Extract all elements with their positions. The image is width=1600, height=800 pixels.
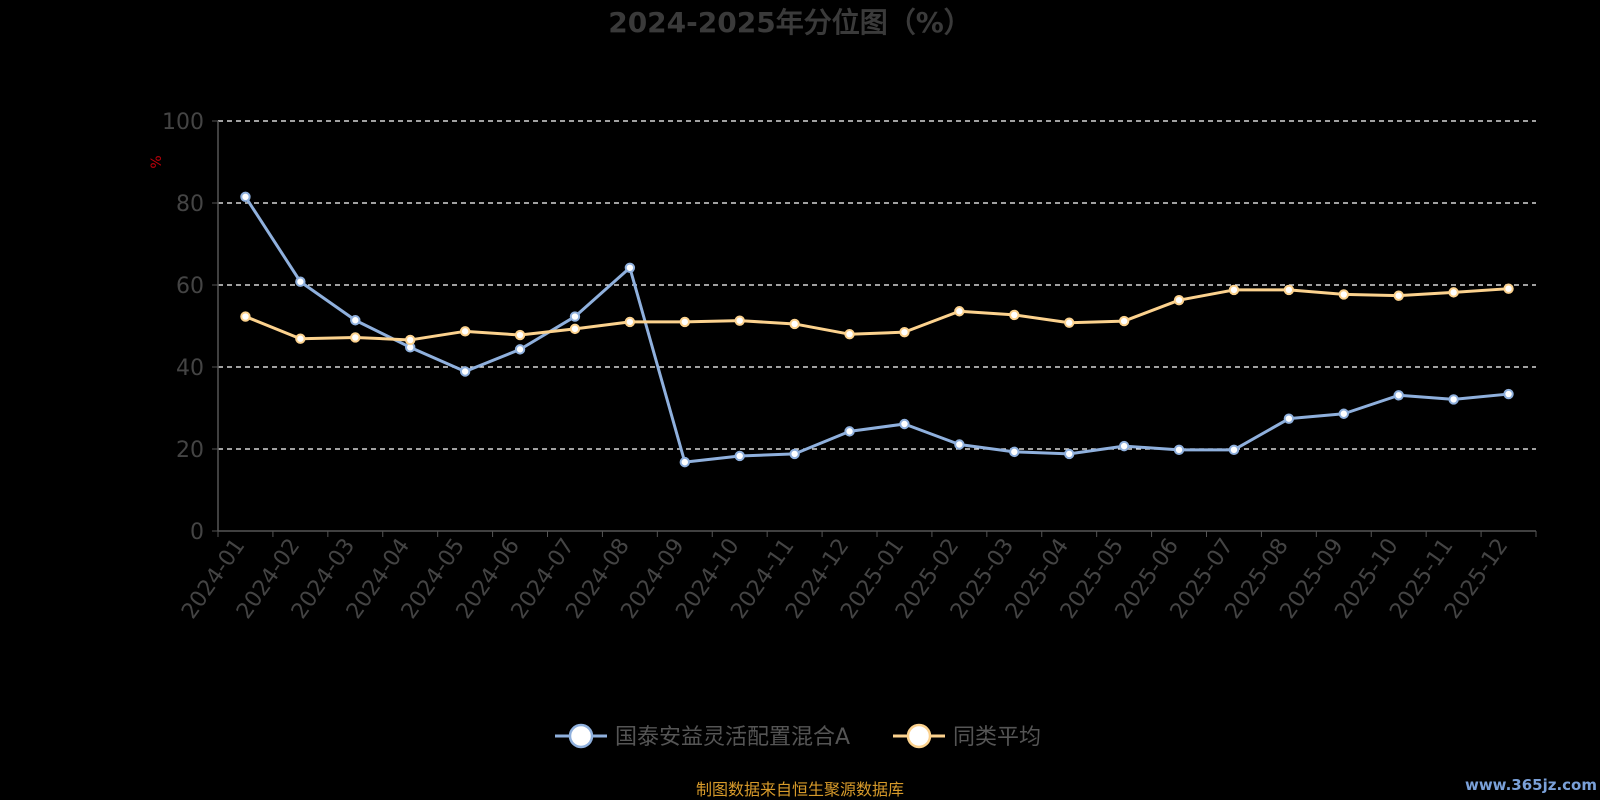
data-point[interactable]: [844, 329, 855, 340]
data-point[interactable]: [1009, 309, 1020, 321]
data-point[interactable]: [459, 326, 471, 337]
data-point[interactable]: [679, 316, 690, 328]
chart-title: 2024-2025年分位图（%）: [608, 6, 972, 39]
data-point[interactable]: [295, 333, 306, 344]
legend-item[interactable]: 国泰安益灵活配置混合A: [555, 723, 850, 750]
data-point[interactable]: [789, 448, 800, 460]
data-point[interactable]: [1393, 390, 1404, 401]
data-point[interactable]: [569, 323, 581, 335]
series-line: [244, 196, 1509, 464]
data-point[interactable]: [240, 311, 251, 322]
data-point[interactable]: [1064, 317, 1075, 328]
legend[interactable]: 国泰安益灵活配置混合A 同类平均: [555, 723, 1041, 750]
y-tick-label: 0: [190, 520, 204, 545]
data-point[interactable]: [1173, 294, 1185, 306]
legend-item[interactable]: 同类平均: [893, 723, 1041, 750]
data-point[interactable]: [1173, 444, 1185, 456]
y-tick-label: 60: [176, 274, 204, 299]
data-point[interactable]: [350, 332, 361, 343]
legend-label: 国泰安益灵活配置混合A: [615, 725, 850, 750]
source-note: 制图数据来自恒生聚源数据库: [696, 780, 904, 799]
data-point[interactable]: [734, 450, 745, 462]
axes: [212, 120, 1537, 537]
data-point[interactable]: [899, 418, 910, 430]
data-point[interactable]: [405, 334, 416, 346]
data-point[interactable]: [789, 318, 800, 330]
y-tick-label: 80: [176, 192, 204, 217]
legend-marker: [906, 723, 932, 749]
data-point[interactable]: [1503, 283, 1514, 294]
data-point[interactable]: [514, 344, 526, 355]
legend-label: 同类平均: [953, 725, 1041, 750]
data-point[interactable]: [1228, 444, 1240, 456]
data-point[interactable]: [295, 276, 306, 287]
data-point[interactable]: [844, 426, 855, 437]
y-tick-label: 40: [176, 356, 204, 381]
data-point[interactable]: [240, 191, 251, 203]
data-point[interactable]: [1283, 284, 1295, 296]
data-point[interactable]: [1338, 408, 1349, 419]
series-line: [244, 287, 1509, 342]
data-point[interactable]: [954, 306, 965, 317]
data-point[interactable]: [1448, 287, 1459, 298]
data-point[interactable]: [1064, 448, 1075, 460]
grid-lines: [218, 120, 1536, 450]
data-point[interactable]: [679, 456, 690, 468]
data-point[interactable]: [1393, 290, 1404, 301]
data-point[interactable]: [1448, 394, 1459, 405]
data-point[interactable]: [1338, 289, 1349, 300]
legend-marker: [568, 723, 594, 749]
data-point[interactable]: [624, 316, 636, 328]
data-point[interactable]: [1118, 315, 1130, 327]
y-tick-labels: 0 20 40 60 80 100: [162, 110, 204, 545]
data-point[interactable]: [1118, 440, 1130, 452]
y-tick-label: 20: [176, 438, 204, 463]
data-point[interactable]: [1009, 446, 1020, 458]
data-point[interactable]: [1283, 413, 1295, 424]
data-point[interactable]: [954, 439, 965, 450]
data-point[interactable]: [624, 262, 636, 273]
series-group: [240, 191, 1514, 468]
data-point[interactable]: [734, 315, 745, 326]
data-point[interactable]: [1228, 284, 1240, 296]
y-axis-label: %: [149, 155, 165, 168]
watermark: www.365jz.com: [1465, 776, 1597, 794]
y-tick-label: 100: [162, 110, 204, 135]
data-point[interactable]: [459, 366, 471, 377]
x-tick-labels: 2024-012024-022024-032024-042024-052024-…: [177, 534, 1513, 624]
data-point[interactable]: [1503, 388, 1514, 400]
data-point[interactable]: [569, 311, 581, 322]
data-point[interactable]: [514, 329, 526, 341]
data-point[interactable]: [899, 326, 910, 338]
data-point[interactable]: [350, 315, 361, 326]
